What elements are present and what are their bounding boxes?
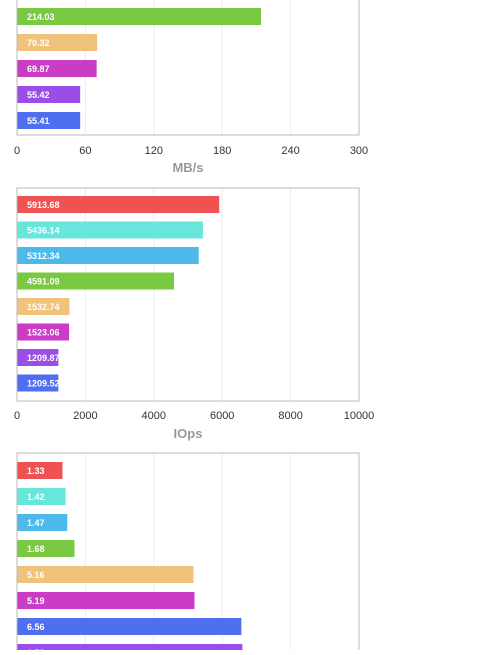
bar-2-0 bbox=[17, 462, 63, 479]
x-tick-label-1-0: 0 bbox=[14, 410, 20, 422]
bar-value-label-0-2: 69.87 bbox=[27, 64, 50, 74]
bar-value-label-2-4: 5.16 bbox=[27, 570, 45, 580]
bar-0-3 bbox=[17, 86, 81, 103]
bar-1-2 bbox=[17, 247, 199, 264]
bar-value-label-0-0: 214.03 bbox=[27, 12, 55, 22]
bar-value-label-1-3: 4591.09 bbox=[27, 277, 60, 287]
bar-1-3 bbox=[17, 272, 175, 290]
bar-value-label-2-2: 1.47 bbox=[27, 518, 45, 528]
bar-value-label-0-1: 70.32 bbox=[27, 38, 50, 48]
bar-0-2 bbox=[17, 60, 97, 77]
x-tick-label-0-0: 0 bbox=[14, 145, 20, 157]
bar-2-6 bbox=[17, 618, 242, 635]
bar-1-1 bbox=[17, 221, 203, 239]
bar-2-4 bbox=[17, 566, 194, 583]
x-tick-label-0-4: 240 bbox=[281, 145, 299, 157]
bar-value-label-2-5: 5.19 bbox=[27, 596, 45, 606]
bar-2-7 bbox=[17, 644, 243, 655]
plot-frame-0 bbox=[16, 0, 360, 136]
x-tick-label-0-5: 300 bbox=[350, 145, 368, 157]
bar-0-4 bbox=[17, 112, 81, 129]
x-tick-label-0-1: 60 bbox=[79, 145, 91, 157]
x-tick-label-1-1: 2000 bbox=[73, 410, 97, 422]
bar-value-label-2-0: 1.33 bbox=[27, 466, 45, 476]
x-tick-label-1-4: 8000 bbox=[278, 410, 302, 422]
bar-1-6 bbox=[17, 349, 59, 366]
x-tick-label-1-3: 6000 bbox=[210, 410, 234, 422]
x-axis-label-0: MB/s bbox=[172, 160, 203, 175]
x-tick-label-1-5: 10000 bbox=[344, 410, 375, 422]
bar-0-1 bbox=[17, 34, 98, 51]
bar-1-7 bbox=[17, 374, 59, 392]
x-tick-label-0-3: 180 bbox=[213, 145, 231, 157]
bar-2-1 bbox=[17, 488, 66, 505]
bar-value-label-2-1: 1.42 bbox=[27, 492, 45, 502]
bar-value-label-0-3: 55.42 bbox=[27, 90, 50, 100]
bar-value-label-1-7: 1209.52 bbox=[27, 379, 60, 389]
bar-value-label-0-4: 55.41 bbox=[27, 116, 50, 126]
bar-2-5 bbox=[17, 592, 195, 609]
bar-2-3 bbox=[17, 540, 75, 557]
plot-frame-1 bbox=[16, 187, 360, 402]
x-axis-label-1: IOps bbox=[174, 426, 203, 441]
bar-value-label-2-6: 6.56 bbox=[27, 622, 45, 632]
bar-value-label-1-6: 1209.87 bbox=[27, 353, 60, 363]
plot-frame-2 bbox=[16, 452, 360, 655]
bar-0-0 bbox=[17, 8, 261, 25]
bar-value-label-1-1: 5436.14 bbox=[27, 226, 60, 236]
bar-value-label-1-2: 5312.34 bbox=[27, 251, 60, 261]
x-tick-label-0-2: 120 bbox=[145, 145, 163, 157]
bar-2-2 bbox=[17, 514, 68, 531]
bar-1-4 bbox=[17, 298, 70, 315]
bar-1-5 bbox=[17, 323, 70, 341]
x-tick-label-1-2: 4000 bbox=[142, 410, 166, 422]
bar-value-label-1-5: 1523.06 bbox=[27, 328, 60, 338]
bar-value-label-1-0: 5913.68 bbox=[27, 200, 60, 210]
bar-1-0 bbox=[17, 196, 220, 213]
bar-value-label-1-4: 1532.74 bbox=[27, 302, 60, 312]
bar-value-label-2-3: 1.68 bbox=[27, 544, 45, 554]
